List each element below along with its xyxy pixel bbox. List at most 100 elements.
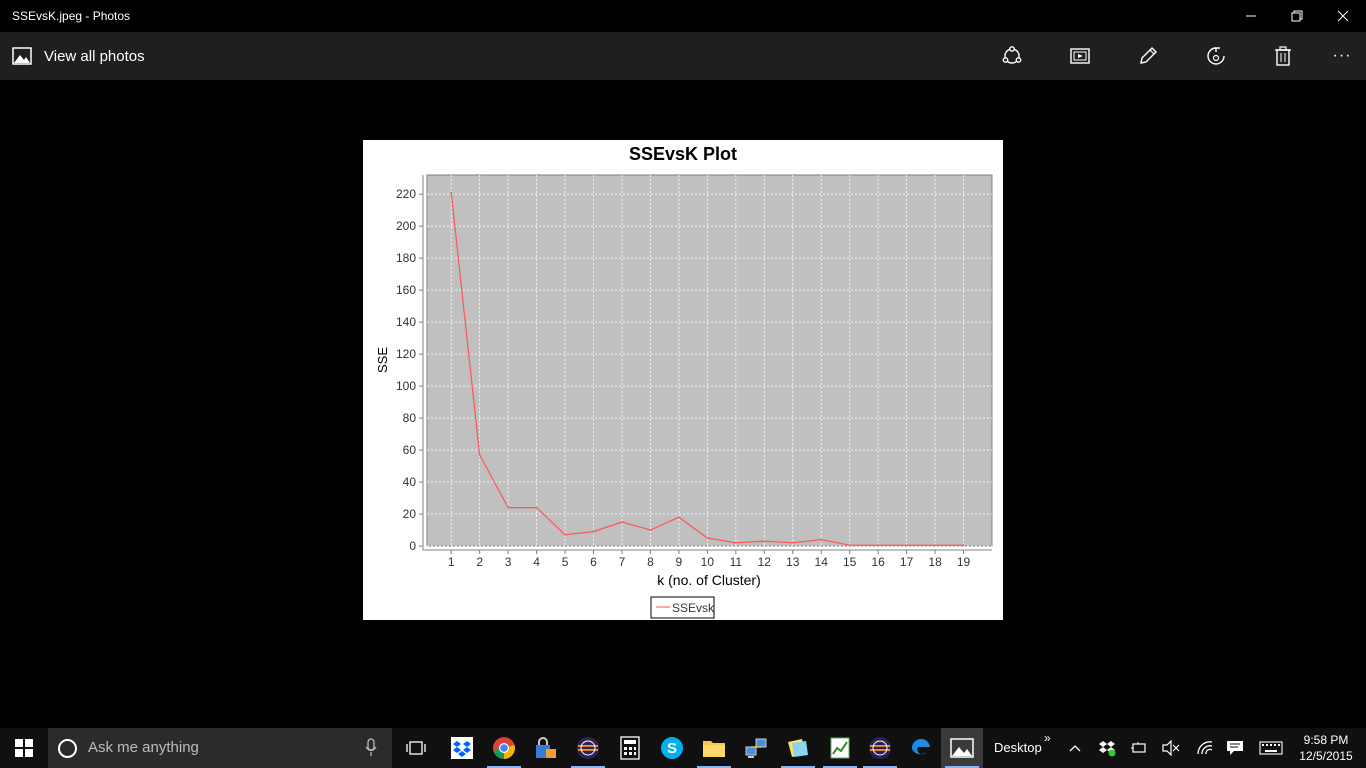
tray-power[interactable] — [1124, 728, 1154, 768]
data-point — [791, 542, 794, 544]
more-button[interactable]: ··· — [1324, 40, 1360, 72]
cortana-search-box[interactable]: Ask me anything — [48, 728, 392, 768]
running-indicator — [863, 766, 897, 768]
y-tick-label: 160 — [396, 283, 416, 297]
taskbar-notes-app[interactable] — [777, 728, 819, 768]
tray-volume[interactable] — [1156, 728, 1186, 768]
chevron-up-icon — [1069, 745, 1081, 752]
running-indicator — [697, 766, 731, 768]
lock-app-icon — [536, 737, 556, 758]
data-point — [450, 191, 452, 194]
minimize-button[interactable] — [1228, 0, 1274, 32]
wifi-icon — [1197, 741, 1213, 755]
data-point — [535, 506, 538, 509]
window-titlebar: SSEvsK.jpeg - Photos — [0, 0, 1366, 32]
taskbar-photos[interactable] — [941, 728, 983, 768]
search-input[interactable]: Ask me anything — [88, 739, 199, 756]
series-layer — [450, 191, 965, 547]
data-point — [820, 538, 823, 541]
y-tick-label: 180 — [396, 251, 416, 265]
skype-icon: S — [661, 737, 683, 759]
taskbar: Ask me anything — [0, 728, 1366, 768]
running-indicator — [781, 766, 815, 768]
view-all-photos-button[interactable]: View all photos — [12, 44, 145, 68]
x-axis-label: k (no. of Cluster) — [657, 572, 760, 588]
desktop-toolbar-expand[interactable]: » — [1044, 731, 1051, 745]
data-point — [478, 454, 481, 456]
close-button[interactable] — [1320, 0, 1366, 32]
window-title: SSEvsK.jpeg - Photos — [12, 9, 131, 23]
data-point — [564, 534, 566, 536]
taskbar-calculator[interactable] — [609, 728, 651, 768]
taskbar-chrome[interactable] — [483, 728, 525, 768]
keyboard-icon — [1259, 741, 1283, 755]
x-tick-label: 12 — [758, 555, 772, 569]
desktop-toolbar-label[interactable]: Desktop — [994, 740, 1042, 755]
tray-wifi[interactable] — [1190, 728, 1220, 768]
running-indicator — [571, 766, 605, 768]
clock-date: 12/5/2015 — [1299, 749, 1353, 763]
x-tick-label: 7 — [619, 555, 626, 569]
data-point — [763, 540, 766, 543]
plot-area — [426, 174, 993, 547]
y-tick-label: 140 — [396, 315, 416, 329]
taskbar-spreadsheet-app[interactable] — [819, 728, 861, 768]
microphone-icon[interactable] — [364, 738, 378, 758]
taskbar-edge[interactable] — [900, 728, 942, 768]
eclipse-icon — [577, 737, 599, 759]
tray-dropbox[interactable] — [1092, 728, 1122, 768]
y-tick-label: 0 — [409, 539, 416, 553]
data-point — [934, 544, 936, 547]
x-tick-label: 4 — [533, 555, 540, 569]
y-tick-label: 20 — [403, 507, 417, 521]
taskbar-skype[interactable]: S — [651, 728, 693, 768]
action-center-button[interactable] — [1220, 728, 1250, 768]
x-tick-label: 5 — [562, 555, 569, 569]
trash-icon — [1275, 46, 1291, 66]
y-tick-label: 80 — [403, 411, 417, 425]
show-hidden-icons-button[interactable] — [1060, 728, 1090, 768]
taskbar-eclipse-1[interactable] — [567, 728, 609, 768]
data-point — [592, 530, 595, 533]
photos-icon — [950, 738, 974, 758]
more-icon: ··· — [1332, 47, 1352, 64]
touch-keyboard-button[interactable] — [1256, 728, 1286, 768]
calculator-icon — [620, 736, 640, 760]
share-button[interactable] — [994, 40, 1030, 72]
taskbar-dropbox[interactable] — [441, 728, 483, 768]
taskbar-security-app[interactable] — [525, 728, 567, 768]
data-point — [735, 542, 737, 544]
restore-button[interactable] — [1274, 0, 1320, 32]
taskbar-network-app[interactable] — [735, 728, 777, 768]
rotate-button[interactable] — [1198, 40, 1234, 72]
edge-icon — [911, 738, 930, 755]
taskbar-clock[interactable]: 9:58 PM 12/5/2015 — [1294, 732, 1358, 764]
y-tick-label: 200 — [396, 219, 416, 233]
legend: SSEvsk — [650, 596, 715, 619]
volume-muted-icon — [1162, 740, 1180, 756]
slideshow-icon — [1070, 48, 1090, 64]
app-toolbar: View all photos — [0, 32, 1366, 80]
data-point — [621, 521, 623, 523]
taskbar-eclipse-2[interactable] — [859, 728, 901, 768]
eclipse-icon — [869, 737, 891, 759]
y-tick-label: 100 — [396, 379, 416, 393]
action-center-icon — [1227, 741, 1243, 755]
x-tick-label: 17 — [900, 555, 914, 569]
data-point — [649, 529, 652, 531]
slideshow-button[interactable] — [1062, 40, 1098, 72]
view-all-photos-label: View all photos — [44, 47, 145, 65]
x-tick-label: 6 — [590, 555, 597, 569]
sticky-notes-icon — [788, 739, 808, 757]
start-button[interactable] — [0, 728, 48, 768]
x-tick-label: 15 — [843, 555, 857, 569]
delete-button[interactable] — [1265, 40, 1301, 72]
edit-button[interactable] — [1130, 40, 1166, 72]
task-view-icon — [406, 741, 426, 755]
x-tick-label: 9 — [676, 555, 683, 569]
chart-title: SSEvsK Plot — [629, 144, 737, 164]
taskbar-file-explorer[interactable] — [693, 728, 735, 768]
battery-plug-icon — [1131, 742, 1146, 753]
task-view-button[interactable] — [395, 728, 437, 768]
